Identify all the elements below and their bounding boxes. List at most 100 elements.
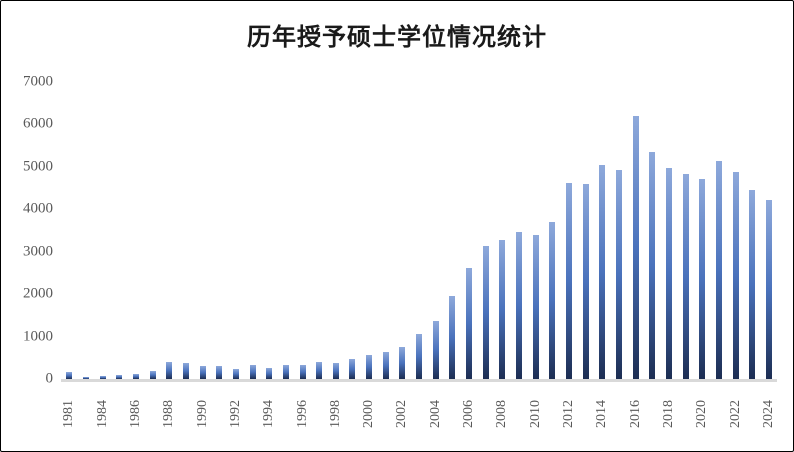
x-slot [577,385,594,443]
bar-slot [594,82,611,379]
x-slot [611,385,628,443]
x-slot [78,385,95,443]
bar-1994 [266,367,273,379]
x-slot: 2018 [661,385,678,443]
x-slot [278,385,295,443]
bar-slot [561,82,578,379]
bar-2014 [599,164,606,379]
x-slot: 2024 [761,385,778,443]
bar-2002 [399,346,406,379]
y-axis: 0 1000 2000 3000 4000 5000 6000 7000 [1,74,53,386]
x-axis-tick-label: 2002 [394,400,410,428]
bar-1989 [182,362,189,379]
x-slot: 2020 [694,385,711,443]
x-slot [377,385,394,443]
bar-slot [111,82,128,379]
bar-2015 [615,169,622,379]
bar-slot [344,82,361,379]
y-axis-tick-label: 7000 [23,73,53,90]
bar-slot [261,82,278,379]
plot-area [61,82,777,382]
x-slot: 1988 [161,385,178,443]
bar-slot [644,82,661,379]
x-axis-tick-label: 1996 [294,400,310,428]
x-axis-tick-label: 2014 [594,400,610,428]
bar-1996 [299,365,306,379]
x-axis-tick-label: 1994 [261,400,277,428]
bar-slot [194,82,211,379]
bar-2021 [715,161,722,379]
x-slot: 1981 [61,385,78,443]
bar-1997 [316,361,323,379]
bar-2001 [382,352,389,379]
bar-slot [677,82,694,379]
bar-slot [311,82,328,379]
x-axis: 1981 1984 1986 1988 1990 1992 1994 1996 1998 2000… [61,385,777,443]
bar-2023 [749,189,756,379]
x-axis-tick-label: 2008 [494,400,510,428]
bar-1990 [199,366,206,379]
bar-1982 [82,376,89,379]
bar-slot [244,82,261,379]
bar-2009 [516,232,523,379]
x-slot: 2002 [394,385,411,443]
x-slot: 1990 [194,385,211,443]
bar-2004 [432,320,439,379]
bar-2006 [466,268,473,379]
bar-slot [544,82,561,379]
x-slot: 1998 [328,385,345,443]
bar-slot [211,82,228,379]
bar-slot [694,82,711,379]
bar-2000 [366,355,373,379]
x-axis-tick-label: 1986 [127,400,143,428]
x-slot: 1984 [94,385,111,443]
x-axis-tick-label: 2024 [760,400,776,428]
x-slot [211,385,228,443]
bar-slot [394,82,411,379]
bar-slot [78,82,95,379]
bar-slot [611,82,628,379]
bar-slot [361,82,378,379]
x-slot [144,385,161,443]
x-slot: 1996 [294,385,311,443]
bar-slot [161,82,178,379]
x-slot [544,385,561,443]
bar-2020 [699,178,706,379]
x-axis-tick-label: 2010 [527,400,543,428]
bar-slot [411,82,428,379]
x-axis-tick-label: 1998 [327,400,343,428]
chart-title: 历年授予硕士学位情况统计 [247,25,547,51]
y-axis-tick-label: 2000 [23,285,53,302]
x-axis-tick-label: 1988 [161,400,177,428]
bar-slot [727,82,744,379]
x-slot: 2016 [627,385,644,443]
bar-1991 [216,366,223,379]
bar-slot [377,82,394,379]
bar-slot [61,82,78,379]
bar-2017 [649,152,656,379]
bar-2013 [582,184,589,379]
x-axis-tick-label: 2006 [461,400,477,428]
bar-slot [661,82,678,379]
bar-1993 [249,365,256,379]
bar-1984 [99,375,106,379]
bar-slot [711,82,728,379]
x-axis-tick-label: 2020 [694,400,710,428]
bar-slot [228,82,245,379]
x-axis-tick-label: 2004 [427,400,443,428]
bar-1987 [149,371,156,379]
bar-2016 [632,115,639,379]
bar-slot [94,82,111,379]
x-axis-tick-label: 2000 [361,400,377,428]
x-slot [744,385,761,443]
bar-1995 [282,365,289,379]
x-slot [677,385,694,443]
bar-slot [328,82,345,379]
x-axis-tick-label: 1990 [194,400,210,428]
x-slot [511,385,528,443]
x-slot: 2006 [461,385,478,443]
bar-slot [128,82,145,379]
bar-slot [444,82,461,379]
bar-2019 [682,174,689,379]
bar-2012 [566,182,573,379]
